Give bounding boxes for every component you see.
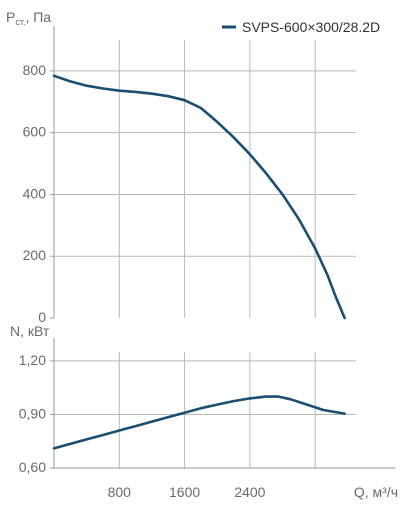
y-axis-label-power: N, кВт (10, 323, 50, 339)
x-tick-label-0: 800 (108, 484, 132, 500)
y-tick-label-1-0: 0,60 (19, 459, 46, 475)
x-tick-label-1: 1600 (169, 484, 200, 500)
y-tick-label-0-3: 600 (23, 124, 47, 140)
y-tick-label-1-2: 1,20 (19, 352, 46, 368)
y-tick-label-0-0: 0 (38, 309, 46, 325)
y-tick-label-1-1: 0,90 (19, 405, 46, 421)
y-tick-label-0-2: 400 (23, 185, 47, 201)
series-line-0-0 (52, 74, 346, 320)
y-tick-label-0-4: 800 (23, 62, 47, 78)
y-axis-label-pressure: Pст., Па (6, 9, 51, 27)
legend-label: SVPS-600×300/28.2D (242, 19, 380, 35)
series-line-1-0 (52, 395, 346, 450)
y-tick-label-0-1: 200 (23, 247, 47, 263)
x-axis-label: Q, м³/ч (354, 484, 398, 500)
x-tick-label-2: 2400 (234, 484, 265, 500)
